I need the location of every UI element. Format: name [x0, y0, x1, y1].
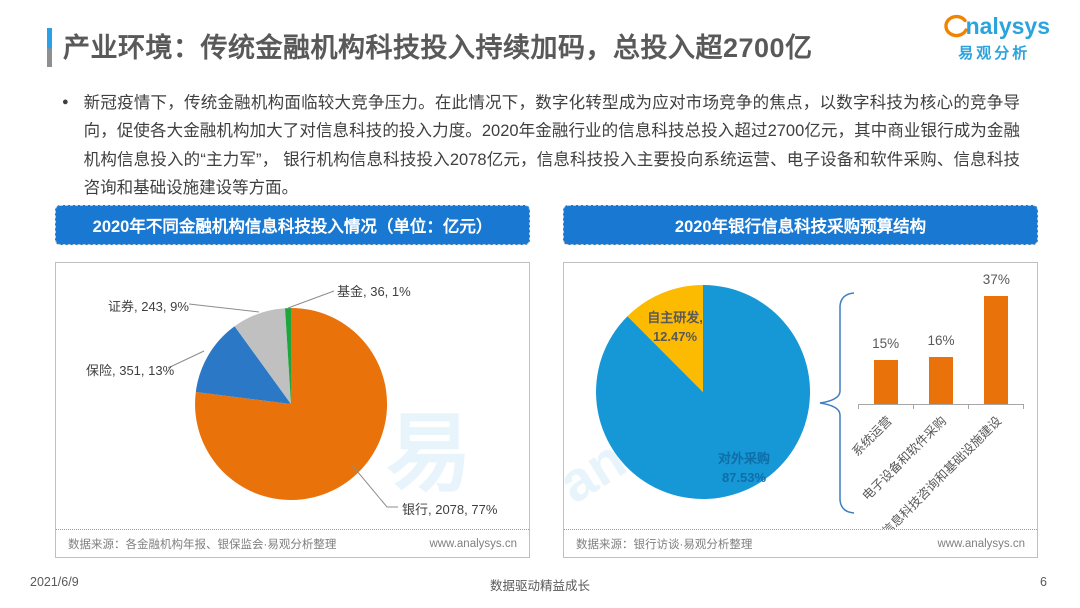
pie-slice-证券: [234, 308, 291, 404]
footer-date: 2021/6/9: [30, 575, 79, 589]
left-chart-panel: 易观 基金, 36, 1% 证券, 243, 9% 保险, 351, 13% 银…: [55, 262, 530, 558]
logo-brand-text: nalysys: [965, 13, 1050, 39]
website: www.analysys.cn: [937, 537, 1025, 550]
summary-block: ● 新冠疫情下，传统金融机构面临较大竞争压力。在此情况下，数字化转型成为应对市场…: [62, 89, 1020, 203]
leader-lines: [167, 290, 398, 508]
leader-line-securities: [188, 303, 260, 313]
axis-tick: [968, 404, 969, 409]
bar-column: 37%: [983, 272, 1010, 404]
right-chart-title: 2020年银行信息科技采购预算结构: [563, 205, 1038, 245]
axis-tick: [1023, 404, 1024, 409]
page-title: 产业环境：传统金融机构科技投入持续加码，总投入超2700亿: [63, 33, 813, 63]
pie-label-external: 对外采购: [717, 451, 770, 466]
bar-value-label: 37%: [982, 272, 1010, 287]
bar-axis: [858, 404, 1024, 405]
pie-slices: [195, 308, 388, 500]
bullet-icon: ●: [62, 96, 69, 108]
left-pie-chart: [167, 290, 398, 508]
page-footer: 2021/6/9 数据驱动精益成长 6: [0, 575, 1080, 599]
pie-label-inhouse: 自主研发,: [647, 310, 703, 325]
pie-label-fund: 基金, 36, 1%: [337, 284, 411, 299]
brace-icon: [819, 292, 855, 514]
leader-line-bank: [351, 464, 398, 508]
footer-page-number: 6: [1040, 575, 1047, 589]
pie-label-securities: 证券, 243, 9%: [108, 299, 189, 314]
leader-line-fund: [287, 290, 335, 309]
pie-slice-自主研发: [627, 285, 703, 392]
website: www.analysys.cn: [429, 537, 517, 550]
bar: [873, 360, 898, 404]
left-chart-footer: 数据来源：各金融机构年报、银保监会·易观分析整理 www.analysys.cn: [56, 529, 529, 557]
left-chart-title: 2020年不同金融机构信息科技投入情况（单位：亿元）: [55, 205, 530, 245]
pie-label-bank: 银行, 2078, 77%: [402, 502, 498, 517]
logo-cn-text: 易观分析: [958, 45, 1031, 62]
right-chart-body: analysys 自主研发, 12.47% 对外采购 87.53% 15%16%…: [564, 263, 1037, 529]
right-chart-footer: 数据来源：银行访谈·易观分析整理 www.analysys.cn: [564, 529, 1037, 557]
right-pie-chart: [596, 285, 855, 514]
pie-label-external-pct: 87.53%: [721, 470, 767, 485]
footer-slogan: 数据驱动精益成长: [489, 579, 591, 593]
pie-label-insurance: 保险, 351, 13%: [86, 363, 175, 378]
logo-swirl-icon: [943, 14, 968, 38]
bar: [928, 357, 953, 404]
summary-text: 新冠疫情下，传统金融机构面临较大竞争压力。在此情况下，数字化转型成为应对市场竞争…: [83, 94, 1020, 198]
axis-tick: [858, 404, 859, 409]
pie-slice-对外采购: [596, 285, 811, 500]
right-chart-panel: analysys 自主研发, 12.47% 对外采购 87.53% 15%16%…: [563, 262, 1038, 558]
pie-slice-银行: [195, 308, 388, 500]
pie-slice-基金: [285, 308, 291, 404]
leader-line-insurance: [167, 350, 205, 369]
bar-column: 16%: [927, 333, 955, 404]
axis-tick: [913, 404, 914, 409]
bar-value-label: 15%: [872, 336, 900, 351]
data-source: 数据来源：各金融机构年报、银保监会·易观分析整理: [68, 538, 337, 551]
pie-slice-保险: [195, 326, 291, 404]
header: 产业环境：传统金融机构科技投入持续加码，总投入超2700亿: [47, 26, 813, 67]
bar: [984, 296, 1009, 404]
brand-logo: nalysys 易观分析: [939, 13, 1050, 63]
pie-slices: [596, 285, 811, 500]
bar-chart: 15% 16% 37%: [858, 263, 1024, 404]
data-source: 数据来源：银行访谈·易观分析整理: [576, 538, 753, 551]
left-chart-body: 易观 基金, 36, 1% 证券, 243, 9% 保险, 351, 13% 银…: [56, 263, 529, 529]
pie-label-inhouse-pct: 12.47%: [652, 329, 698, 344]
bar-value-label: 16%: [927, 333, 955, 348]
bar-column: 15%: [872, 336, 899, 404]
title-accent-bar: [47, 28, 52, 67]
